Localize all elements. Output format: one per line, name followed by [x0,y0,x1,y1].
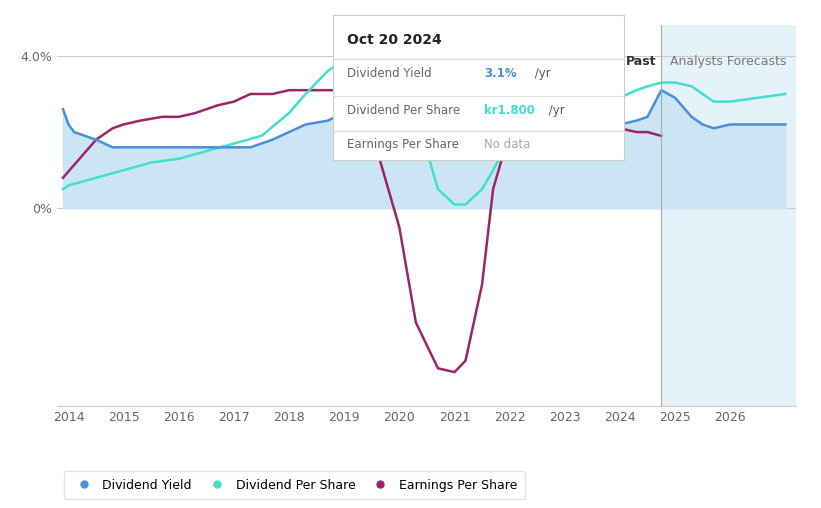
Text: Oct 20 2024: Oct 20 2024 [347,33,442,47]
Text: Dividend Yield: Dividend Yield [347,68,432,80]
Text: Analysts Forecasts: Analysts Forecasts [670,55,786,69]
Text: 3.1%: 3.1% [484,68,516,80]
Text: Dividend Per Share: Dividend Per Share [347,104,461,116]
Text: Earnings Per Share: Earnings Per Share [347,138,459,151]
Bar [661,25,796,406]
Text: Past: Past [626,55,657,69]
Legend: Dividend Yield, Dividend Per Share, Earnings Per Share: Dividend Yield, Dividend Per Share, Earn… [64,471,525,499]
Text: kr1.800: kr1.800 [484,104,535,116]
Text: /yr: /yr [545,104,565,116]
Text: No data: No data [484,138,530,151]
Text: /yr: /yr [530,68,550,80]
